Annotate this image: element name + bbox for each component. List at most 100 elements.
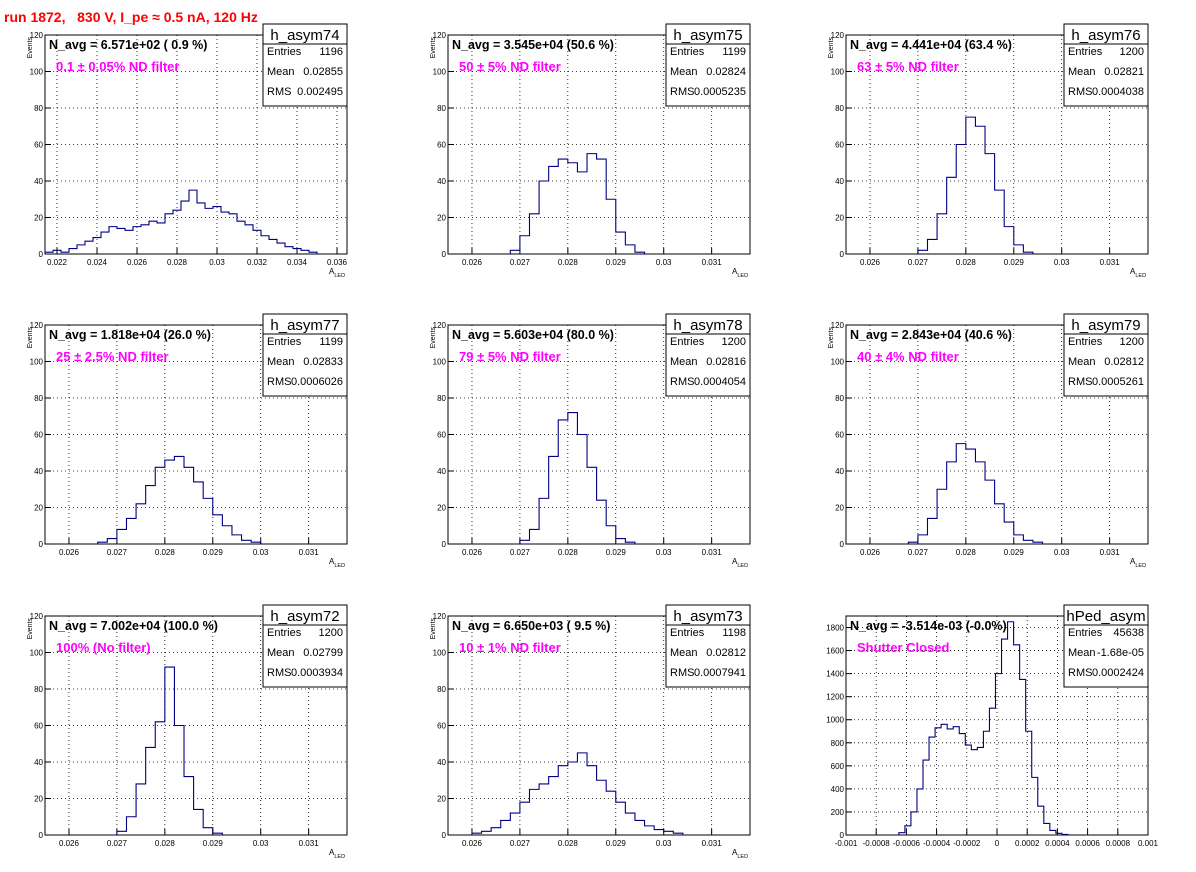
y-tick-label: 120 [30,31,44,40]
filter-annotation: 79 ± 5% ND filter [459,349,561,364]
y-tick-label: 60 [835,141,844,150]
histogram-bin [133,227,141,254]
histogram-bin [965,745,971,835]
histogram-bin [165,214,173,254]
y-tick-label: 80 [835,394,844,403]
histogram-bin [293,249,301,254]
histogram-bin [205,208,213,254]
y-tick-label: 20 [34,795,43,804]
y-tick-label: 0 [840,250,845,259]
histogram-series [898,621,1069,835]
histogram-bin [232,535,242,544]
histogram-bin [61,252,69,254]
y-tick-label: 20 [437,504,446,513]
y-axis-label: Events [828,37,835,59]
histogram-bin [237,221,245,254]
histogram-bin [549,777,559,835]
x-tick-label: 0.036 [327,258,348,267]
histogram-series [917,116,1034,254]
histogram-bin [1044,823,1050,835]
histogram-name: h_asym74 [270,27,339,44]
stats-value-rms: 0.0004054 [694,376,746,388]
filter-annotation: 10 ± 1% ND filter [459,640,561,655]
histogram-bin [597,159,607,254]
histogram-bin [549,166,559,254]
y-tick-label: 120 [831,31,845,40]
x-tick-label: 0.028 [558,839,579,848]
y-tick-label: 0 [39,250,44,259]
histogram-bin [989,708,995,835]
y-tick-label: 40 [437,177,446,186]
y-tick-label: 80 [437,394,446,403]
stats-value-rms: 0.0007941 [694,667,746,679]
histogram-bin [149,221,157,254]
stats-value-mean: 0.02816 [706,356,746,368]
histogram-bin [98,542,108,544]
y-tick-label: 20 [835,504,844,513]
y-tick-label: 800 [831,739,845,748]
stats-label-rms: RMS [670,86,694,98]
histogram-bin [520,540,530,544]
y-tick-label: 0 [840,540,845,549]
histogram-bin [253,230,261,254]
x-tick-label: 0.026 [59,839,80,848]
stats-value-entries: 1200 [1120,336,1144,348]
y-tick-label: 0 [39,831,44,840]
x-tick-label: -0.0006 [893,839,921,848]
stats-box [262,23,348,107]
filter-annotation: 50 ± 5% ND filter [459,59,561,74]
histogram-bin [947,729,953,835]
histogram-bin [501,820,511,835]
stats-value-rms: 0.0002424 [1092,667,1144,679]
histogram-bin [918,535,928,544]
x-tick-label: 0.026 [462,258,483,267]
histogram-bin [309,252,317,254]
stats-label-rms: RMS [670,667,694,679]
y-tick-label: 40 [34,467,43,476]
histogram-bin [173,210,181,254]
histogram-bin [1026,731,1032,835]
y-tick-label: 80 [437,685,446,694]
histogram-bin [558,420,568,544]
x-tick-label: 0.026 [860,548,881,557]
y-tick-label: 120 [831,321,845,330]
histogram-bin [911,812,917,835]
stats-value-entries: 1200 [319,627,343,639]
histogram-name: h_asym76 [1071,27,1140,44]
histogram-bin [587,154,597,254]
y-axis-label: Events [27,618,34,640]
y-tick-label: 0 [442,540,447,549]
histogram-name: h_asym73 [673,608,742,625]
histogram-bin [520,802,530,835]
histogram-bin [985,480,995,544]
x-tick-label: 0.029 [606,258,627,267]
x-tick-label: 0.03 [253,839,269,848]
y-tick-label: 100 [433,358,447,367]
x-tick-label: 0.034 [287,258,308,267]
y-tick-label: 120 [30,612,44,621]
x-tick-label: 0.032 [247,258,268,267]
stats-label-mean: Mean [670,356,698,368]
y-axis-label: Events [27,37,34,59]
histogram-bin [1032,777,1038,835]
n-avg-label: N_avg = 6.571e+02 ( 0.9 %) [49,38,207,52]
histogram-panel: 0.026 0.027 0.028 0.029 0.03 0.031 0 20 40 60 80 10… [828,23,1149,279]
histogram-bin [1002,639,1008,835]
y-tick-label: 100 [831,358,845,367]
histogram-bin [539,181,549,254]
x-tick-label: 0.022 [47,258,68,267]
histogram-bin [285,247,293,254]
stats-label-entries: Entries [670,336,705,348]
histogram-bin [520,236,530,254]
histogram-bin [1004,522,1014,544]
histogram-bin [165,667,175,835]
histogram-bin [510,813,520,835]
y-axis-label: Events [430,327,437,349]
histogram-bin [221,212,229,254]
x-tick-label: 0.028 [155,548,176,557]
histogram-series [97,455,262,544]
histogram-name: h_asym78 [673,317,742,334]
y-tick-label: 80 [437,104,446,113]
histogram-bin [975,126,985,254]
y-tick-label: 0 [442,831,447,840]
